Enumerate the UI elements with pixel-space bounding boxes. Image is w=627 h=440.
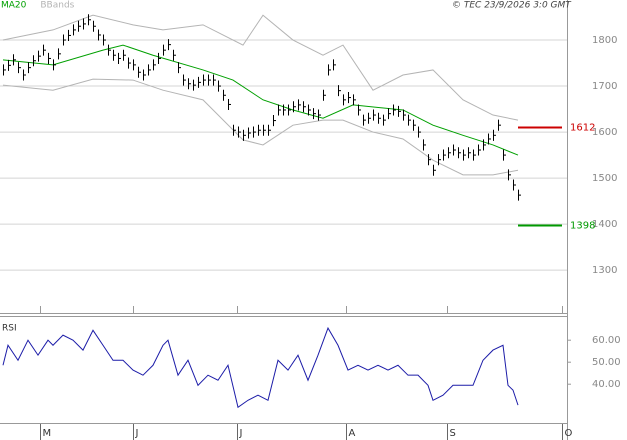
x-tick-label: S: [450, 428, 456, 439]
y-tick-label: 1400: [592, 219, 617, 230]
y-tick-label: 50.00: [592, 357, 621, 368]
x-tick-label: J: [239, 428, 243, 439]
y-tick-label: 1800: [592, 35, 617, 46]
x-tick-label: O: [565, 428, 573, 439]
rsi-line: [2, 326, 519, 409]
y-tick-label: 60.00: [592, 335, 621, 346]
legend-entry: BBands: [40, 1, 74, 11]
band-lower: [2, 78, 519, 176]
level-label: 1612: [570, 123, 595, 134]
y-tick-label: 1700: [592, 81, 617, 92]
x-tick-label: M: [43, 428, 52, 439]
y-tick-label: 1600: [592, 127, 617, 138]
y-tick-label: 1500: [592, 173, 617, 184]
source: © TEC 23/9/2026 3:0 GMT: [452, 1, 572, 11]
y-tick-label: 40.00: [592, 379, 621, 390]
level-label: 1398: [570, 221, 595, 232]
panel-title: RSI: [2, 324, 17, 334]
legend-entry: MA20: [1, 1, 27, 11]
band-upper: [2, 14, 519, 121]
x-tick-label: J: [135, 428, 139, 439]
x-tick-label: A: [349, 428, 356, 439]
y-tick-label: 1300: [592, 265, 617, 276]
